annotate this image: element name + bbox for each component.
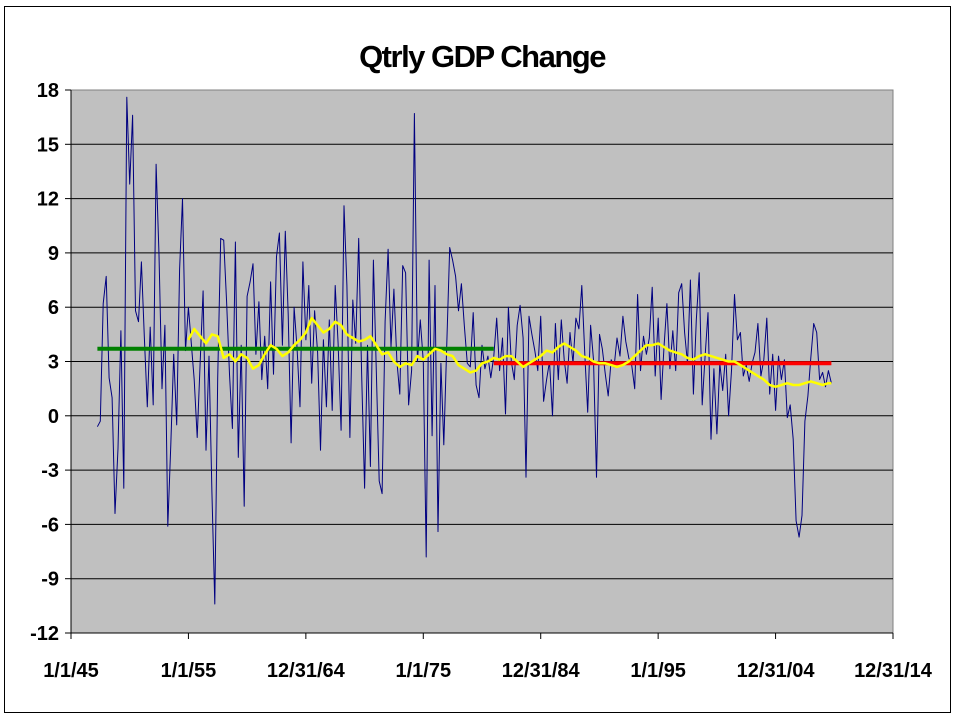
x-tick-label: 1/1/45 [43,660,99,682]
y-tick-label: -6 [41,514,59,536]
y-tick-label: -12 [30,623,59,645]
x-tick-label: 12/31/64 [267,660,346,682]
axes: 18 15 12 9 6 3 0 -3 -6 -9 -12 1/1/45 1/1/55 12/31/64 1… [30,80,933,682]
chart-title: Qtrly GDP Change [359,39,606,74]
x-tick-label: 1/1/75 [395,660,451,682]
y-tick-label: 6 [48,297,59,319]
gdp-chart: Qtrly GDP Change 18 15 12 9 6 3 0 -3 -6 -9 -12 1/1/… [30,39,933,682]
y-tick-label: 12 [37,189,59,211]
y-tick-label: 18 [37,80,59,102]
series-moving-average-line [187,316,832,389]
gridlines [71,143,893,580]
y-tick-label: -9 [41,569,59,591]
y-tick-label: 15 [37,134,59,156]
series-layer [96,96,832,605]
y-tick-label: 9 [48,243,59,265]
x-tick-label: 1/1/55 [161,660,217,682]
chart-frame: Qtrly GDP Change 18 15 12 9 6 3 0 -3 -6 -9 -12 1/1/… [4,6,951,713]
y-tick-label: 3 [48,352,59,374]
y-tick-label: -3 [41,460,59,482]
x-tick-label: 12/31/84 [502,660,581,682]
x-tick-label: 12/31/04 [737,660,816,682]
y-tick-label: 0 [48,406,59,428]
x-tick-label: 12/31/14 [854,660,933,682]
x-tick-label: 1/1/95 [630,660,686,682]
